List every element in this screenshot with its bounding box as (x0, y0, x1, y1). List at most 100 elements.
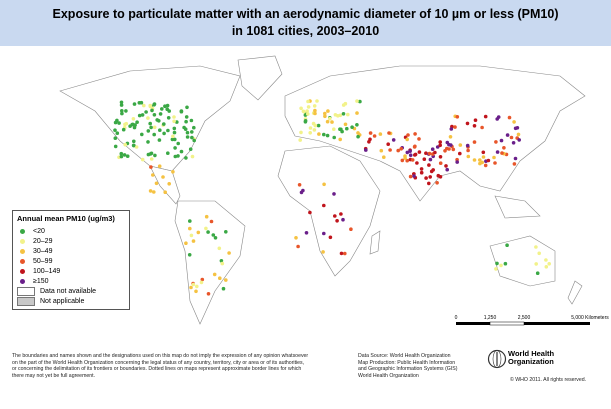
city-dot (184, 156, 188, 160)
city-dot (316, 123, 321, 128)
city-dot (537, 251, 541, 256)
city-dot (117, 121, 121, 125)
city-dot (494, 140, 498, 144)
city-dot (391, 138, 396, 142)
disclaimer-line: on the part of the World Health Organiza… (12, 359, 305, 366)
city-dot (303, 119, 308, 123)
city-dot (146, 129, 151, 133)
city-dot (534, 262, 538, 266)
city-dot (481, 155, 486, 159)
scale-bar (456, 321, 590, 326)
city-dot (124, 109, 128, 113)
city-dot (372, 134, 377, 138)
city-dot (387, 131, 391, 135)
city-dot (368, 137, 372, 142)
city-dot (151, 173, 155, 177)
city-dot (187, 253, 192, 257)
city-dot (430, 147, 435, 151)
city-dot (173, 154, 178, 159)
city-dot (458, 143, 463, 147)
city-dot (478, 158, 482, 162)
city-dot (338, 127, 342, 131)
city-dot (162, 122, 166, 126)
city-dot (364, 148, 368, 152)
city-dot (448, 135, 453, 139)
city-dot (399, 147, 404, 151)
city-dot (325, 133, 330, 138)
city-dot (313, 108, 317, 113)
city-dot (328, 116, 332, 121)
city-dot (308, 131, 313, 135)
legend-label: Not applicable (40, 297, 85, 305)
legend-swatch (20, 238, 25, 244)
city-dot (328, 235, 333, 240)
city-dot (339, 251, 344, 256)
city-dot (163, 104, 167, 108)
legend-swatch (20, 258, 25, 264)
disclaimer-line: The boundaries and names shown and the d… (12, 353, 309, 359)
legend-item: 30–49 (17, 246, 125, 256)
land (59, 55, 586, 325)
city-dot (338, 137, 343, 142)
city-dot (428, 157, 433, 162)
city-dot (163, 190, 167, 194)
city-dot (499, 138, 504, 143)
city-dot (332, 192, 336, 196)
city-dot (119, 151, 124, 156)
legend-item: ≥150 (17, 276, 125, 286)
city-dot (333, 214, 337, 218)
city-dot (472, 158, 477, 162)
city-dot (535, 271, 540, 275)
city-dot (140, 157, 145, 162)
city-dot (323, 111, 327, 116)
city-dot (499, 263, 503, 268)
city-dot (343, 101, 348, 106)
city-dot (173, 146, 177, 150)
map: 0 1,250 2,500 5,000 Kilometers (59, 55, 609, 326)
city-dot (332, 127, 336, 131)
city-dot (137, 113, 142, 118)
city-dot (312, 104, 317, 108)
city-dot (189, 285, 193, 290)
city-dot (148, 121, 152, 126)
city-dot (304, 231, 309, 235)
city-dot (308, 126, 313, 130)
legend-swatch (20, 248, 25, 254)
city-dot (179, 109, 184, 114)
city-dot (433, 150, 437, 155)
city-dot (113, 128, 117, 132)
city-dot (447, 147, 451, 151)
city-dot (123, 142, 127, 147)
disclaimer-line: there may not yet be full agreement. (12, 372, 96, 379)
city-dot (332, 135, 337, 140)
city-dot (185, 105, 189, 110)
city-dot (492, 155, 496, 160)
city-dot (157, 138, 162, 142)
city-dot (152, 132, 156, 137)
city-dot (152, 190, 156, 194)
city-dot (119, 103, 124, 107)
source-line: and Geographic Information Systems (GIS) (358, 366, 458, 373)
scale-label: 0 (455, 315, 458, 321)
city-dot (505, 243, 509, 247)
city-dot (335, 219, 339, 223)
city-dot (406, 133, 410, 137)
city-dot (297, 183, 302, 187)
city-dot (419, 167, 424, 171)
city-dot (176, 154, 180, 158)
city-dot (191, 239, 196, 243)
city-dot (451, 147, 456, 152)
scale-label: 1,250 (484, 315, 497, 321)
city-dot (507, 115, 512, 120)
city-dot (496, 115, 501, 119)
city-dot (134, 145, 139, 149)
city-dot (516, 132, 521, 137)
city-dot (458, 151, 462, 156)
city-dot (449, 143, 453, 147)
city-dot (154, 181, 159, 186)
city-dot (478, 161, 482, 166)
title: Exposure to particulate matter with an a… (52, 7, 559, 21)
legend-swatch (20, 228, 25, 234)
city-dot (206, 292, 211, 296)
city-dot (113, 144, 118, 149)
